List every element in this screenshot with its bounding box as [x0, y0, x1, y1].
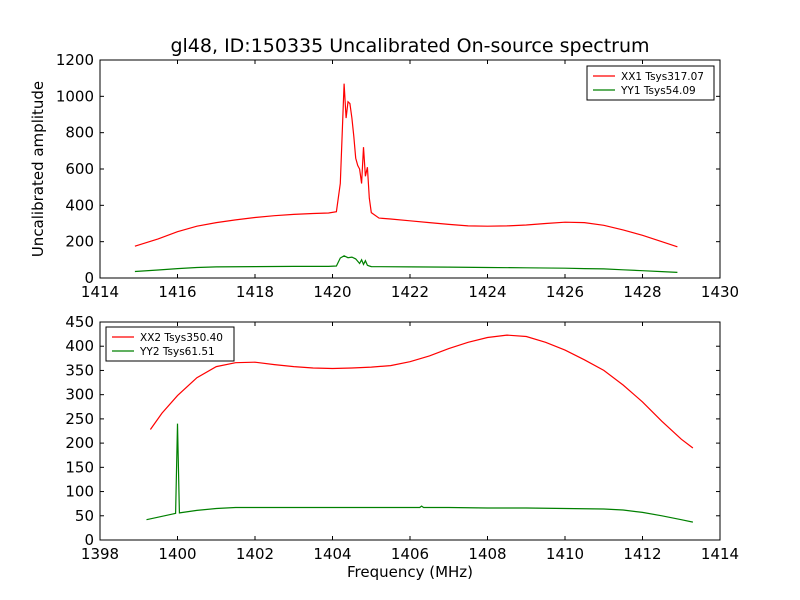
y-tick-label: 200: [65, 434, 94, 452]
top-panel: 1414 1416 1418 1420 1422 1424 1426 1428 1430 0 200…: [29, 51, 739, 301]
y-tick-label: 400: [65, 337, 94, 355]
y-tick-label: 150: [65, 458, 94, 476]
y-tick-label: 300: [65, 386, 94, 404]
x-tick-label: 1398: [81, 545, 119, 563]
y-tick-label: 0: [84, 531, 94, 549]
bottom-panel: 1398 1400 1402 1404 1406 1408 1410 1412 1414 0 50 1…: [65, 313, 739, 581]
x-tick-label: 1406: [391, 545, 429, 563]
legend-frame: [105, 326, 235, 362]
x-tick-label: 1424: [468, 283, 506, 301]
legend-label: YY2 Tsys61.51: [139, 346, 215, 358]
x-tick-label: 1428: [623, 283, 661, 301]
series-line-xx: [134, 83, 678, 248]
x-tick-label: 1430: [701, 283, 739, 301]
y-tick-label: 200: [65, 233, 94, 251]
plot-frame: [99, 59, 721, 279]
x-tick-label: 1420: [313, 283, 351, 301]
legend: XX2 Tsys350.40 YY2 Tsys61.51: [105, 326, 235, 362]
y-axis-label: Uncalibrated amplitude: [29, 81, 47, 257]
series-line-yy: [134, 255, 678, 273]
x-tick-label: 1414: [701, 545, 739, 563]
x-tick-label: 1408: [468, 545, 506, 563]
x-tick-label: 1416: [158, 283, 196, 301]
plot-frame: [99, 321, 721, 541]
x-axis-label: Frequency (MHz): [347, 563, 473, 581]
x-tick-label: 1404: [313, 545, 351, 563]
x-tick-label: 1422: [391, 283, 429, 301]
y-tick-label: 250: [65, 410, 94, 428]
legend-frame: [586, 65, 715, 101]
x-tick-label: 1418: [236, 283, 274, 301]
y-tick-label: 1000: [56, 87, 94, 105]
y-tick-label: 50: [75, 507, 94, 525]
x-tick-label: 1412: [623, 545, 661, 563]
y-tick-label: 350: [65, 361, 94, 379]
y-tick-label: 400: [65, 196, 94, 214]
y-tick-label: 0: [84, 269, 94, 287]
legend-label: YY1 Tsys54.09: [620, 85, 696, 97]
x-tick-label: 1426: [546, 283, 584, 301]
x-tick-label: 1414: [81, 283, 119, 301]
y-tick-label: 100: [65, 483, 94, 501]
y-tick-label: 600: [65, 160, 94, 178]
series-line-xx: [149, 334, 694, 449]
x-tick-label: 1402: [236, 545, 274, 563]
series-line-yy: [146, 423, 694, 523]
y-tick-label: 450: [65, 313, 94, 331]
legend: XX1 Tsys317.07 YY1 Tsys54.09: [586, 65, 715, 101]
x-tick-label: 1410: [546, 545, 584, 563]
y-tick-label: 800: [65, 124, 94, 142]
legend-label: XX1 Tsys317.07: [621, 71, 704, 83]
legend-label: XX2 Tsys350.40: [140, 332, 223, 344]
x-tick-label: 1400: [158, 545, 196, 563]
chart-title: gl48, ID:150335 Uncalibrated On-source s…: [170, 35, 649, 57]
y-tick-label: 1200: [56, 51, 94, 69]
